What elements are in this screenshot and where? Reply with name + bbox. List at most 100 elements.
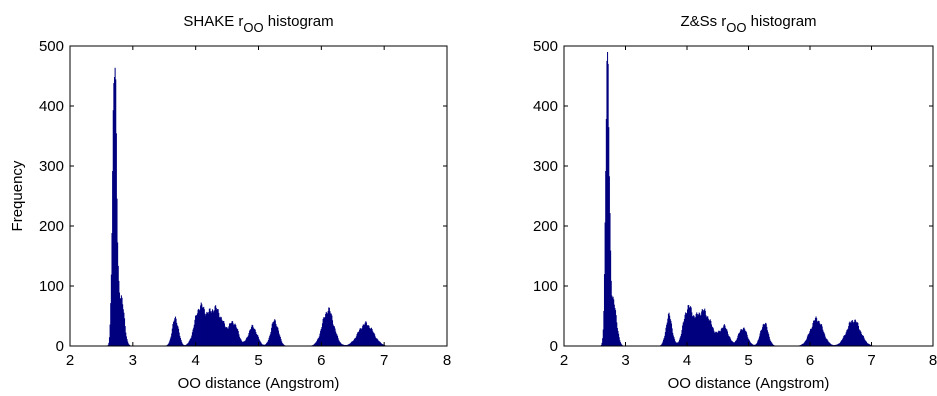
histogram-bar [263,344,265,346]
histogram-bar [315,342,317,346]
histogram-bar [841,340,843,346]
histogram-bar [808,334,810,346]
histogram-bar [736,338,738,346]
histogram-bar [816,321,818,346]
histogram-bar [819,324,821,346]
histogram-bar [845,334,847,346]
histogram-bar [120,295,122,346]
histogram-bar [739,330,741,346]
histogram-bar [166,344,168,346]
histogram-bar [613,299,615,346]
histogram-bar [838,343,840,346]
histogram-bar [855,321,857,346]
histogram-bar [811,328,813,346]
histogram-bar [335,331,337,346]
histogram-bar [167,344,169,346]
histogram-bar [687,305,689,346]
histogram-bar [859,330,861,346]
histogram-bar [353,339,355,346]
y-tick-label: 300 [39,158,64,175]
histogram-bar [839,342,841,346]
histogram-bar [273,320,275,346]
histogram-bar [332,324,334,346]
histogram-bar [318,337,320,346]
histogram-bar [667,313,669,346]
histogram-bar [193,327,195,346]
histogram-bar [754,344,756,346]
histogram-bar [242,341,244,346]
histogram-bar [359,328,361,346]
histogram-bar [181,343,183,346]
histogram-bar [603,274,605,346]
histogram-bar [848,322,850,346]
histogram-bar [119,292,121,346]
histogram-bars [600,52,873,347]
histogram-bar [249,330,251,346]
histogram-bar [714,332,716,346]
histogram-bar [200,302,202,346]
histogram-bar [262,344,264,346]
histogram-bar [328,307,330,346]
histogram-bar [671,323,673,346]
chart-title: Z&Ss rOO histogram [680,13,816,35]
histogram-bar [244,340,246,346]
histogram-bar [348,343,351,346]
histogram-bar [672,335,674,346]
histogram-bar [805,340,807,346]
histogram-bar [110,303,112,346]
histogram-bar [264,344,266,346]
histogram-bar [319,333,321,346]
histogram-bar [838,343,840,346]
histogram-bar [702,310,704,346]
histogram-bar [325,314,327,346]
histogram-bar [113,77,116,346]
histogram-bar [854,319,856,346]
histogram-bar [326,312,328,346]
histogram-bar [684,314,686,346]
histogram-bar [835,344,837,346]
histogram-bar [694,317,697,346]
histogram-bar [195,315,197,346]
histogram-bar [830,344,832,346]
histogram-bar [851,320,853,346]
histogram-bar [609,213,611,346]
y-tick-label: 300 [533,158,558,175]
histogram-bar [675,342,677,346]
histogram-bar [267,340,269,346]
histogram-bar [230,322,232,346]
histogram-bar [272,322,274,346]
histogram-bar [846,329,848,346]
histogram-bar [237,329,239,346]
x-tick-label: 4 [191,352,199,369]
histogram-bar [718,331,720,346]
histogram-bar [763,323,765,346]
histogram-bar [201,307,203,346]
histogram-bar [731,340,733,346]
histogram-bar [124,318,126,346]
histogram-bar [199,309,201,346]
histogram-bar [734,341,736,346]
histogram-bar [666,324,668,346]
histogram-bar [348,344,350,346]
histogram-bar [731,341,733,346]
histogram-bar [171,333,173,346]
histogram-bar [863,337,865,346]
histogram-bar [665,327,667,346]
histogram-bar [257,336,259,346]
y-tick-label: 200 [39,218,64,235]
histogram-bar [376,338,378,346]
histogram-bar [377,340,379,346]
histogram-bar [192,329,194,346]
histogram-bar [169,340,171,346]
histogram-bar [813,320,815,346]
x-tick-label: 5 [254,352,262,369]
histogram-bar [122,304,124,346]
histogram-bar [610,280,612,346]
x-tick-label: 5 [744,352,752,369]
histogram-bar [274,320,276,346]
x-tick-label: 8 [443,352,451,369]
histogram-bar [677,342,679,346]
histogram-bar [837,343,839,346]
histogram-bar [811,326,813,346]
